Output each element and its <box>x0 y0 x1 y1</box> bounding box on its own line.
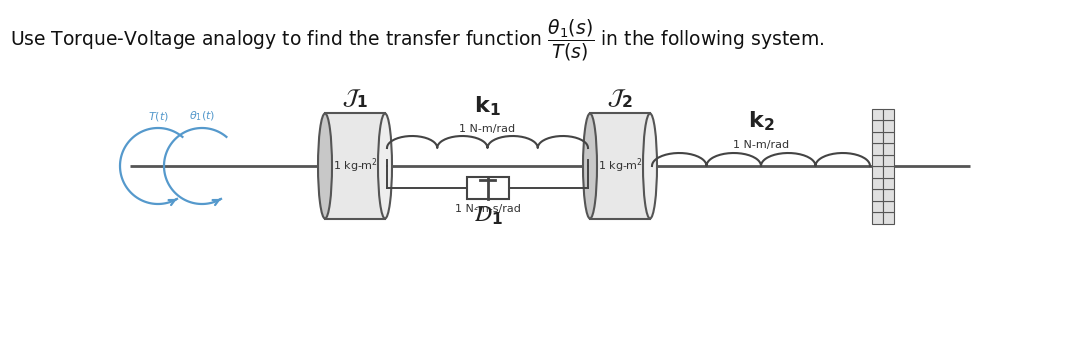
Bar <box>872 154 883 166</box>
Text: $\mathbf{k_2}$: $\mathbf{k_2}$ <box>747 110 774 133</box>
Bar <box>883 212 894 223</box>
Bar <box>872 177 883 189</box>
Bar <box>872 166 883 177</box>
Text: $\mathbf{\mathcal{J}_1}$: $\mathbf{\mathcal{J}_1}$ <box>342 87 368 110</box>
Text: $T(t)$: $T(t)$ <box>147 110 168 123</box>
Text: 1 N-m/rad: 1 N-m/rad <box>459 124 516 134</box>
Bar <box>872 143 883 154</box>
Ellipse shape <box>318 114 332 218</box>
Bar <box>883 131 894 143</box>
Text: 1 kg-m$^2$: 1 kg-m$^2$ <box>598 157 643 175</box>
Bar <box>883 166 894 177</box>
Bar <box>325 114 385 218</box>
Bar <box>883 143 894 154</box>
Bar <box>872 131 883 143</box>
Bar <box>883 189 894 200</box>
Ellipse shape <box>583 114 597 218</box>
Bar <box>872 200 883 212</box>
Bar <box>883 120 894 131</box>
Bar <box>883 154 894 166</box>
Bar <box>883 177 894 189</box>
Text: 1 N-m-s/rad: 1 N-m-s/rad <box>454 204 520 214</box>
Bar <box>883 200 894 212</box>
Text: $\theta_1(t)$: $\theta_1(t)$ <box>189 110 215 123</box>
Text: $\mathbf{\mathcal{J}_2}$: $\mathbf{\mathcal{J}_2}$ <box>608 87 633 110</box>
Bar <box>589 114 650 218</box>
Bar <box>872 212 883 223</box>
Bar <box>883 108 894 120</box>
Text: 1 N-m/rad: 1 N-m/rad <box>733 140 789 150</box>
Text: 1 kg-m$^2$: 1 kg-m$^2$ <box>333 157 377 175</box>
Bar <box>872 120 883 131</box>
Text: $\mathbf{k_1}$: $\mathbf{k_1}$ <box>474 94 501 118</box>
Bar <box>467 177 508 199</box>
Text: $\mathbf{\mathcal{D}_1}$: $\mathbf{\mathcal{D}_1}$ <box>472 204 502 227</box>
Text: Use Torque-Voltage analogy to find the transfer function $\dfrac{\theta_1(s)}{T(: Use Torque-Voltage analogy to find the t… <box>10 18 824 63</box>
Bar <box>872 108 883 120</box>
Ellipse shape <box>643 114 657 218</box>
Bar <box>872 189 883 200</box>
Ellipse shape <box>378 114 392 218</box>
